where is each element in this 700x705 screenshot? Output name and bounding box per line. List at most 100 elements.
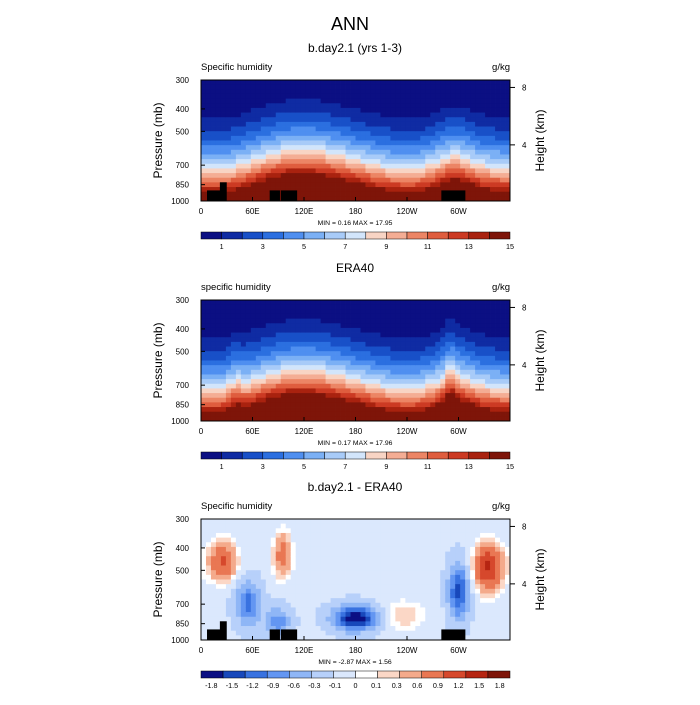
heatmap-cell	[500, 402, 505, 407]
heatmap-cell	[390, 365, 395, 370]
heatmap-cell	[311, 356, 316, 361]
heatmap-cell	[465, 603, 470, 608]
heatmap-cell	[301, 127, 306, 132]
heatmap-cell	[271, 407, 276, 412]
heatmap-cell	[266, 393, 271, 398]
heatmap-cell	[495, 533, 500, 538]
heatmap-cell	[201, 584, 206, 589]
heatmap-cell	[311, 580, 316, 585]
heatmap-cell	[301, 533, 306, 538]
heatmap-cell	[236, 333, 241, 338]
heatmap-cell	[500, 99, 505, 104]
heatmap-cell	[316, 305, 321, 310]
heatmap-cell	[450, 94, 455, 99]
heatmap-cell	[430, 607, 435, 612]
heatmap-cell	[291, 328, 296, 333]
heatmap-cell	[256, 570, 261, 575]
heatmap-cell	[445, 131, 450, 136]
heatmap-cell	[221, 150, 226, 155]
heatmap-cell	[440, 136, 445, 141]
heatmap-cell	[246, 603, 251, 608]
heatmap-cell	[495, 145, 500, 150]
heatmap-cell	[455, 314, 460, 319]
heatmap-cell	[450, 393, 455, 398]
heatmap-cell	[400, 361, 405, 366]
heatmap-cell	[236, 351, 241, 356]
heatmap-cell	[266, 337, 271, 342]
heatmap-cell	[455, 164, 460, 169]
heatmap-cell	[430, 178, 435, 183]
heatmap-cell	[356, 361, 361, 366]
heatmap-cell	[311, 347, 316, 352]
heatmap-cell	[415, 319, 420, 324]
heatmap-cell	[360, 103, 365, 108]
heatmap-cell	[256, 538, 261, 543]
heatmap-cell	[291, 533, 296, 538]
heatmap-cell	[455, 538, 460, 543]
heatmap-cell	[321, 192, 326, 197]
heatmap-cell	[365, 552, 370, 557]
heatmap-cell	[211, 309, 216, 314]
heatmap-cell	[495, 393, 500, 398]
heatmap-cell	[241, 631, 246, 636]
heatmap-cell	[256, 547, 261, 552]
heatmap-cell	[346, 305, 351, 310]
heatmap-cell	[475, 351, 480, 356]
heatmap-cell	[246, 356, 251, 361]
heatmap-cell	[435, 154, 440, 159]
heatmap-cell	[351, 388, 356, 393]
heatmap-cell	[430, 187, 435, 192]
heatmap-cell	[460, 351, 465, 356]
heatmap-cell	[395, 402, 400, 407]
heatmap-cell	[316, 412, 321, 417]
heatmap-cell	[485, 519, 490, 524]
heatmap-cell	[500, 127, 505, 132]
heatmap-cell	[311, 407, 316, 412]
heatmap-cell	[226, 122, 231, 127]
heatmap-cell	[485, 173, 490, 178]
heatmap-cell	[221, 407, 226, 412]
heatmap-cell	[276, 103, 281, 108]
heatmap-cell	[246, 159, 251, 164]
heatmap-cell	[435, 141, 440, 146]
heatmap-cell	[375, 547, 380, 552]
heatmap-cell	[415, 164, 420, 169]
heatmap-cell	[251, 626, 256, 631]
heatmap-cell	[375, 528, 380, 533]
heatmap-cell	[316, 379, 321, 384]
heatmap-cell	[400, 103, 405, 108]
heatmap-cell	[226, 141, 231, 146]
heatmap-cell	[365, 356, 370, 361]
heatmap-cell	[415, 626, 420, 631]
heatmap-cell	[465, 319, 470, 324]
heatmap-cell	[365, 388, 370, 393]
heatmap-cell	[470, 533, 475, 538]
heatmap-cell	[370, 168, 375, 173]
heatmap-cell	[470, 154, 475, 159]
heatmap-cell	[301, 89, 306, 94]
heatmap-cell	[380, 519, 385, 524]
heatmap-cell	[281, 547, 286, 552]
heatmap-cell	[346, 141, 351, 146]
heatmap-cell	[455, 575, 460, 580]
heatmap-cell	[281, 351, 286, 356]
heatmap-cell	[201, 580, 206, 585]
heatmap-cell	[470, 524, 475, 529]
heatmap-cell	[405, 145, 410, 150]
heatmap-cell	[375, 612, 380, 617]
heatmap-cell	[206, 80, 211, 85]
heatmap-cell	[420, 173, 425, 178]
heatmap-cell	[425, 309, 430, 314]
heatmap-cell	[306, 566, 311, 571]
heatmap-cell	[336, 305, 341, 310]
heatmap-cell	[385, 538, 390, 543]
heatmap-cell	[221, 393, 226, 398]
heatmap-cell	[226, 580, 231, 585]
heatmap-cell	[311, 570, 316, 575]
heatmap-cell	[216, 370, 221, 375]
heatmap-cell	[346, 333, 351, 338]
heatmap-cell	[286, 178, 291, 183]
right-tick-label: 8	[522, 303, 527, 312]
heatmap-cell	[201, 379, 206, 384]
heatmap-cell	[405, 347, 410, 352]
